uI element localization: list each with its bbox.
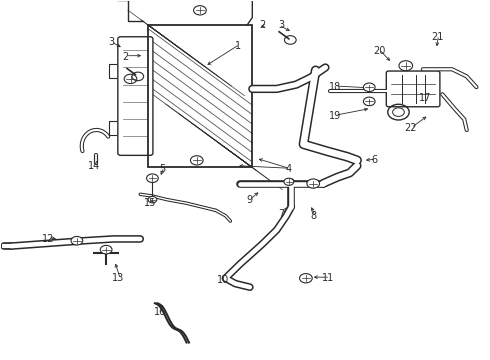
Circle shape xyxy=(194,6,206,15)
Text: 20: 20 xyxy=(373,46,385,57)
Text: 3: 3 xyxy=(108,37,114,48)
Circle shape xyxy=(191,156,203,165)
Text: 8: 8 xyxy=(310,211,316,221)
Text: 1: 1 xyxy=(235,41,241,51)
Text: 2: 2 xyxy=(122,52,129,62)
Text: 16: 16 xyxy=(153,307,166,317)
Text: 10: 10 xyxy=(217,275,229,285)
Circle shape xyxy=(100,246,112,254)
Text: 9: 9 xyxy=(247,195,253,204)
Bar xyxy=(147,24,252,167)
Circle shape xyxy=(307,179,319,188)
Text: 15: 15 xyxy=(144,198,156,208)
Text: 11: 11 xyxy=(322,273,334,283)
Text: 5: 5 xyxy=(159,164,165,174)
Text: 14: 14 xyxy=(88,161,100,171)
Text: 3: 3 xyxy=(278,19,285,30)
Text: 21: 21 xyxy=(431,32,443,42)
Circle shape xyxy=(124,74,137,84)
Circle shape xyxy=(299,274,312,283)
Text: 12: 12 xyxy=(42,234,54,244)
Circle shape xyxy=(71,237,83,245)
Circle shape xyxy=(284,178,294,185)
FancyBboxPatch shape xyxy=(386,71,440,107)
Text: 13: 13 xyxy=(112,273,124,283)
Text: 7: 7 xyxy=(278,209,285,219)
Text: 6: 6 xyxy=(371,156,377,165)
Bar xyxy=(147,24,252,167)
Circle shape xyxy=(399,61,413,71)
Circle shape xyxy=(364,97,375,106)
FancyBboxPatch shape xyxy=(118,37,153,156)
Text: 4: 4 xyxy=(286,164,292,174)
Circle shape xyxy=(147,174,158,183)
Text: 19: 19 xyxy=(329,111,341,121)
Text: 22: 22 xyxy=(404,123,417,133)
Text: 2: 2 xyxy=(259,19,265,30)
Circle shape xyxy=(148,197,157,203)
Text: 18: 18 xyxy=(329,82,341,92)
Circle shape xyxy=(364,83,375,91)
Text: 17: 17 xyxy=(419,93,432,103)
